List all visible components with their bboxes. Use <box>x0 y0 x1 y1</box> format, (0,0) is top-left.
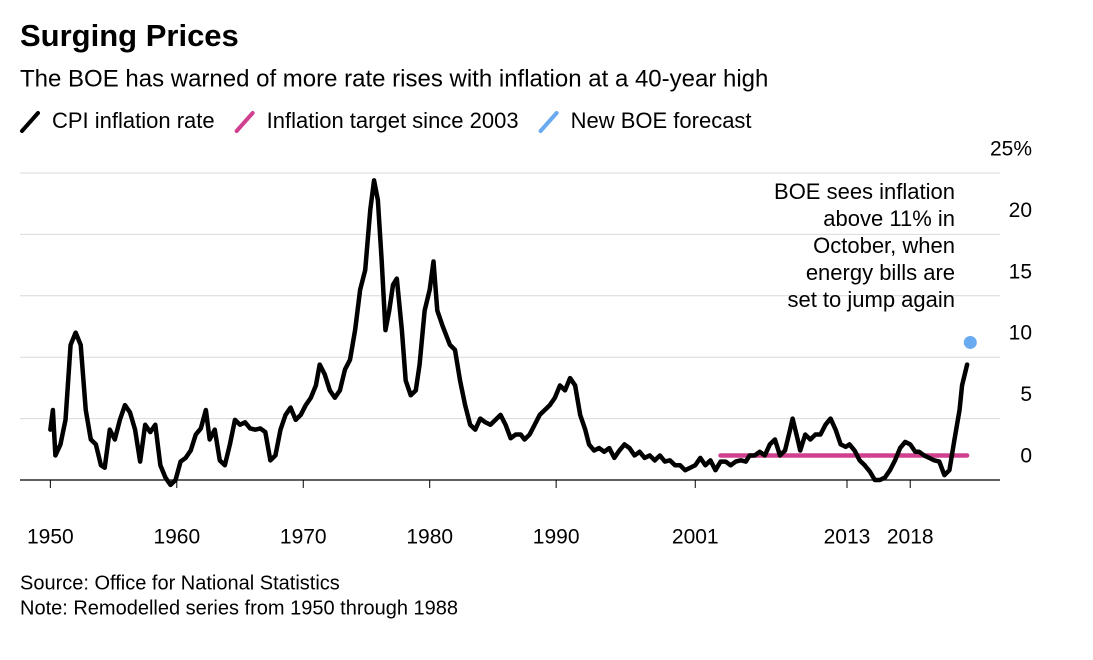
y-tick-label: 5 <box>1020 383 1032 406</box>
source: Source: Office for National Statistics <box>20 572 340 594</box>
annotation: October, when <box>813 233 955 258</box>
legend-label: CPI inflation rate <box>52 108 215 133</box>
chart-title: Surging Prices <box>20 18 239 53</box>
chart-subtitle: The BOE has warned of more rate rises wi… <box>20 65 768 92</box>
x-tick-label: 1980 <box>406 526 453 549</box>
legend-label: New BOE forecast <box>571 108 752 133</box>
x-tick-label: 2018 <box>887 526 934 549</box>
annotation: above 11% in <box>823 206 955 231</box>
annotation: set to jump again <box>787 287 955 312</box>
y-tick-label: 20 <box>1009 199 1032 222</box>
forecast-point <box>963 335 977 349</box>
annotation: energy bills are <box>806 260 955 285</box>
y-tick-label: 10 <box>1009 322 1032 345</box>
y-tick-label: 0 <box>1020 445 1032 468</box>
x-tick-label: 1970 <box>280 526 327 549</box>
x-tick-label: 1990 <box>533 526 580 549</box>
x-tick-label: 2013 <box>824 526 871 549</box>
x-tick-label: 1950 <box>27 526 74 549</box>
x-tick-label: 1960 <box>153 526 200 549</box>
annotation: BOE sees inflation <box>774 179 955 204</box>
legend-icon <box>234 111 255 133</box>
y-tick-label: 15 <box>1009 260 1032 283</box>
legend-label: Inflation target since 2003 <box>267 108 519 133</box>
y-tick-label: 25% <box>990 138 1032 161</box>
legend-icon <box>20 111 40 133</box>
note: Note: Remodelled series from 1950 throug… <box>20 597 458 619</box>
legend-icon <box>538 111 559 133</box>
x-tick-label: 2001 <box>672 526 719 549</box>
cpi-line <box>48 178 970 488</box>
